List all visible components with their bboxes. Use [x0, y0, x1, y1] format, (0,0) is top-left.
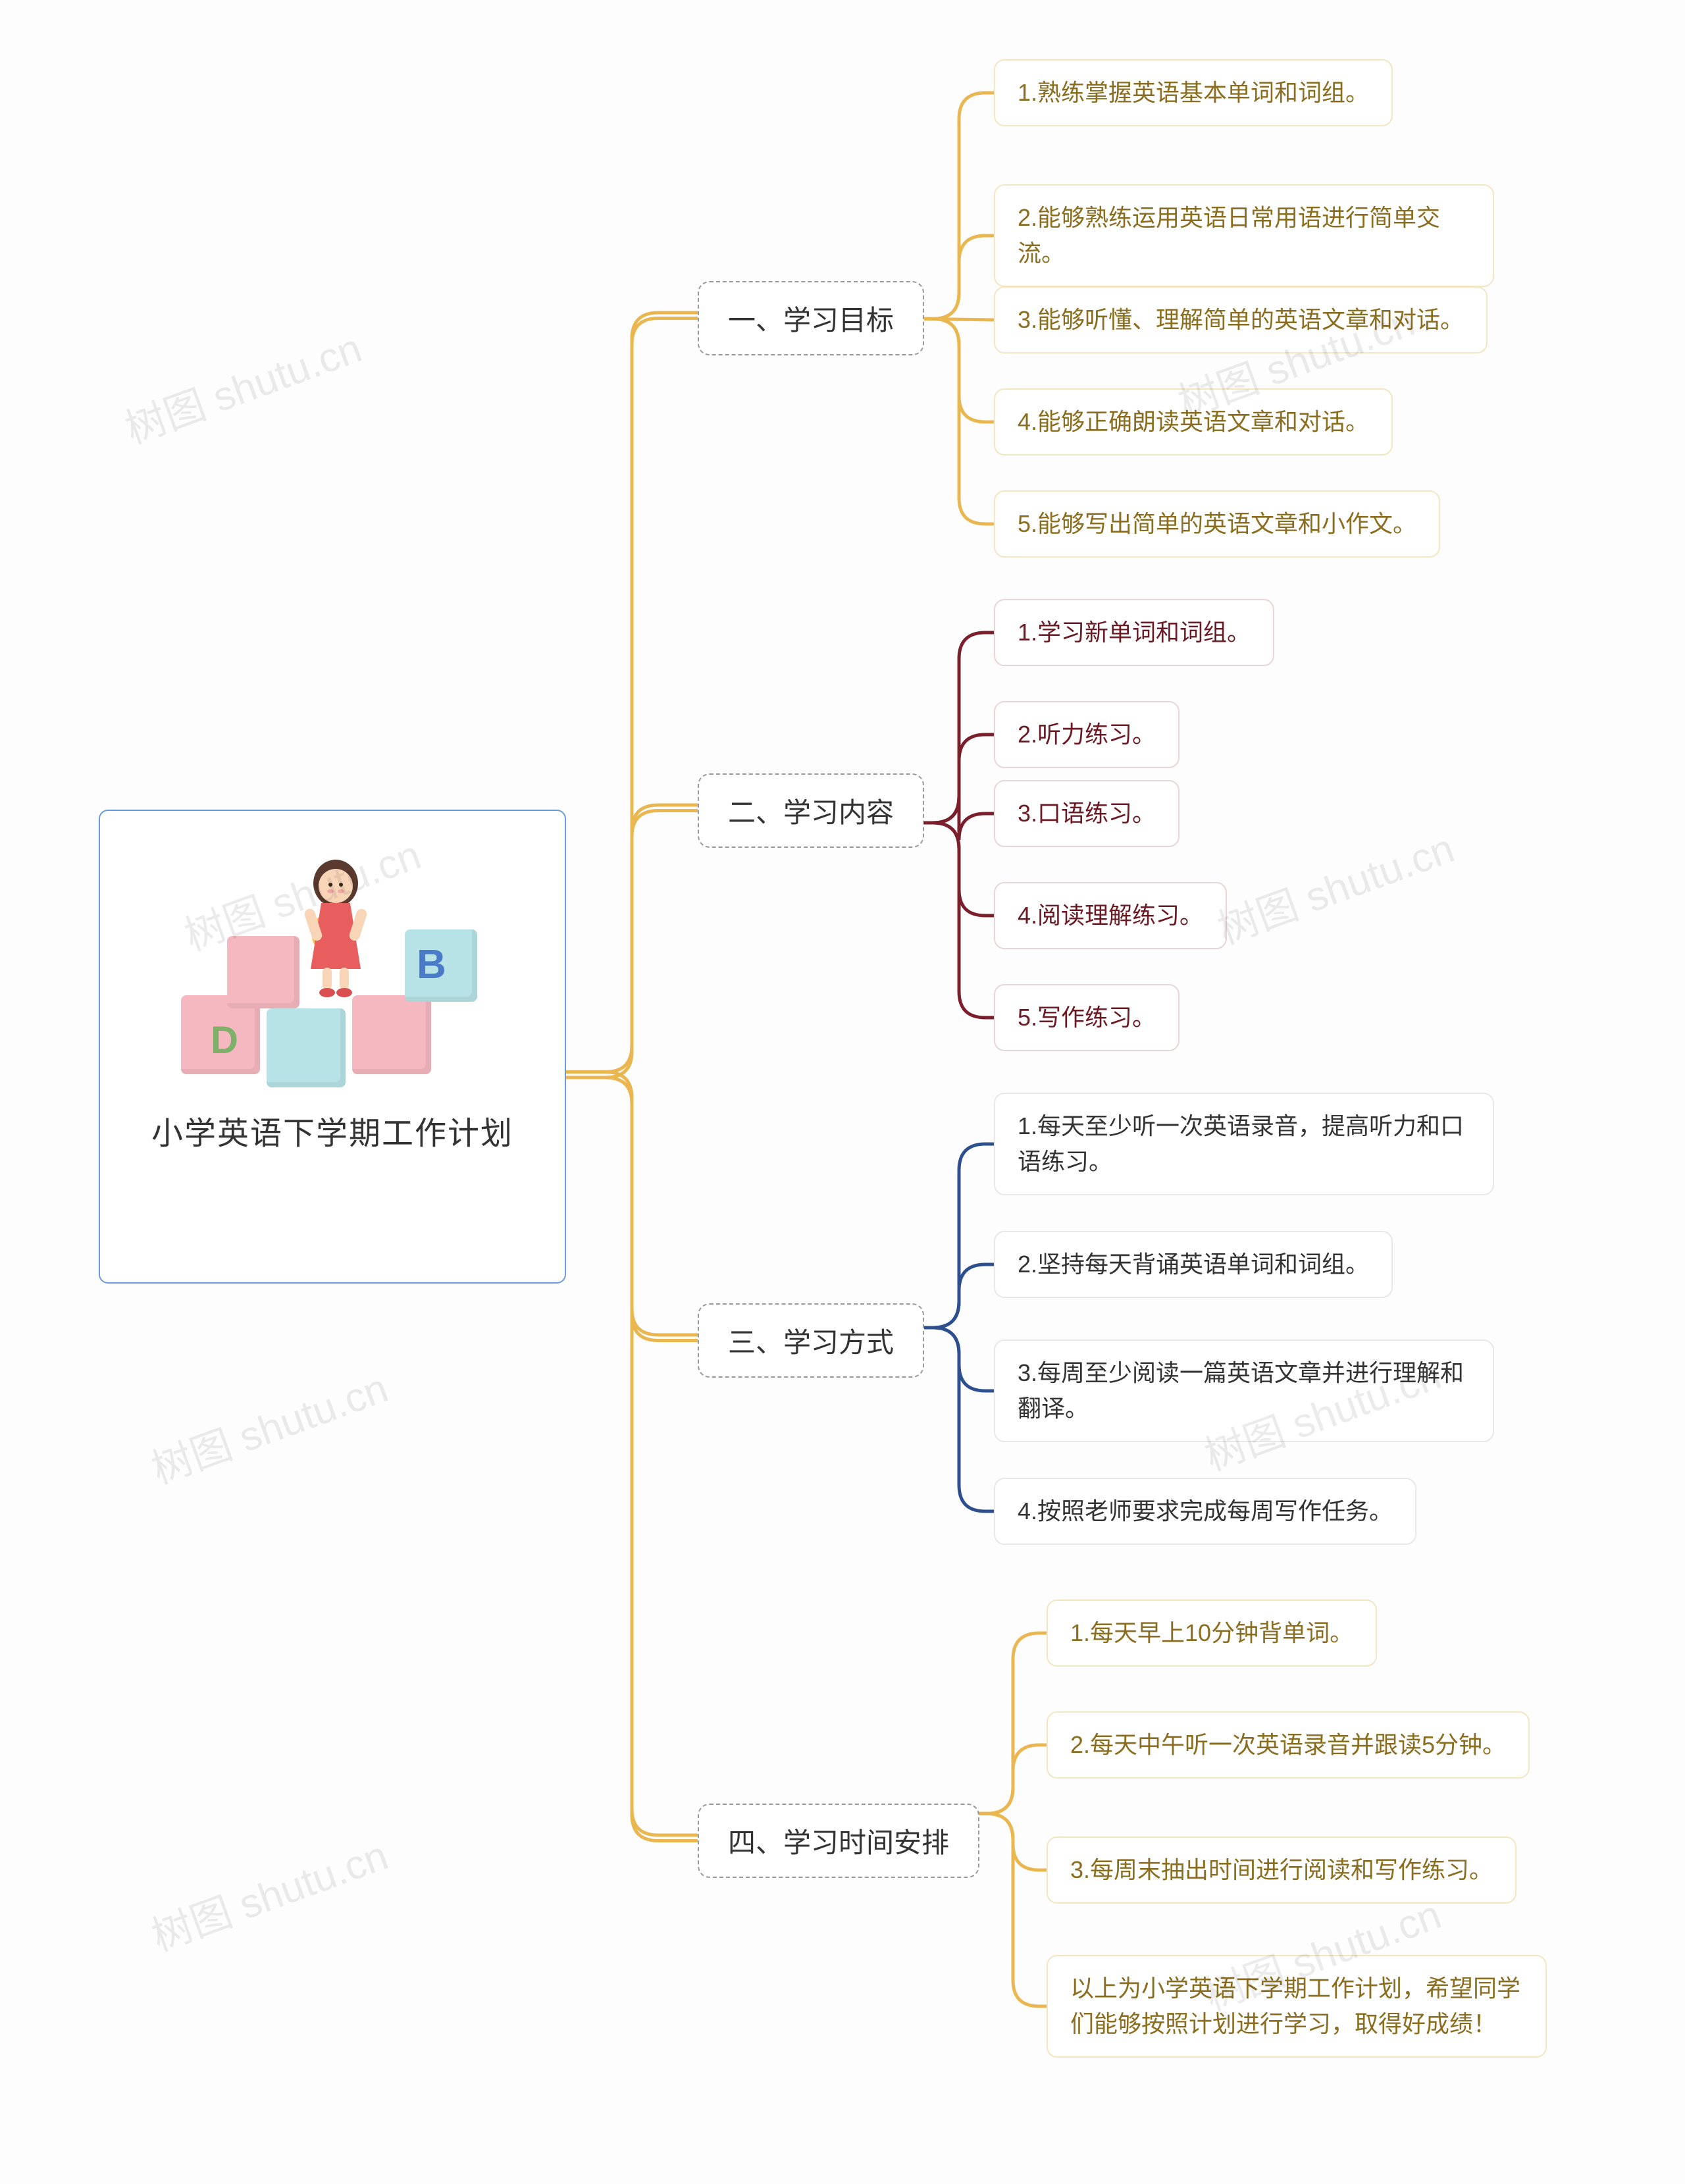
leaf-node[interactable]: 4.能够正确朗读英语文章和对话。 [994, 388, 1393, 455]
leaf-node[interactable]: 4.阅读理解练习。 [994, 882, 1227, 949]
leaf-node[interactable]: 2.每天中午听一次英语录音并跟读5分钟。 [1047, 1711, 1530, 1779]
leaf-node[interactable]: 5.写作练习。 [994, 984, 1180, 1051]
leaf-node[interactable]: 2.能够熟练运用英语日常用语进行简单交流。 [994, 184, 1494, 287]
illus-girl [290, 857, 382, 1002]
root-title: 小学英语下学期工作计划 [126, 1107, 538, 1153]
watermark: 树图 shutu.cn [116, 315, 369, 455]
watermark: 树图 shutu.cn [1208, 815, 1461, 955]
illus-letter: D [211, 1018, 238, 1062]
leaf-node[interactable]: 3.能够听懂、理解简单的英语文章和对话。 [994, 286, 1488, 353]
leaf-node[interactable]: 2.听力练习。 [994, 701, 1180, 768]
leaf-node[interactable]: 3.每周末抽出时间进行阅读和写作练习。 [1047, 1836, 1516, 1904]
branch-node-b4[interactable]: 四、学习时间安排 [698, 1804, 979, 1878]
leaf-node[interactable]: 1.每天早上10分钟背单词。 [1047, 1599, 1377, 1667]
root-node[interactable]: DBC 小学英语下学期工作计划 [99, 810, 566, 1284]
leaf-node[interactable]: 3.口语练习。 [994, 780, 1180, 847]
branch-node-b1[interactable]: 一、学习目标 [698, 281, 924, 355]
watermark: 树图 shutu.cn [142, 1355, 395, 1495]
branch-node-b3[interactable]: 三、学习方式 [698, 1303, 924, 1378]
leaf-node[interactable]: 1.每天至少听一次英语录音，提高听力和口语练习。 [994, 1093, 1494, 1195]
leaf-node[interactable]: 3.每周至少阅读一篇英语文章并进行理解和翻译。 [994, 1339, 1494, 1442]
leaf-node[interactable]: 2.坚持每天背诵英语单词和词组。 [994, 1231, 1393, 1298]
leaf-node[interactable]: 1.学习新单词和词组。 [994, 599, 1274, 666]
watermark: 树图 shutu.cn [142, 1822, 395, 1962]
leaf-node[interactable]: 5.能够写出简单的英语文章和小作文。 [994, 490, 1440, 558]
root-illustration: DBC [174, 837, 490, 1087]
illus-letter: B [417, 941, 446, 988]
leaf-node[interactable]: 1.熟练掌握英语基本单词和词组。 [994, 59, 1393, 126]
leaf-node[interactable]: 4.按照老师要求完成每周写作任务。 [994, 1478, 1416, 1545]
leaf-node[interactable]: 以上为小学英语下学期工作计划，希望同学们能够按照计划进行学习，取得好成绩！ [1047, 1955, 1547, 2058]
branch-node-b2[interactable]: 二、学习内容 [698, 773, 924, 848]
